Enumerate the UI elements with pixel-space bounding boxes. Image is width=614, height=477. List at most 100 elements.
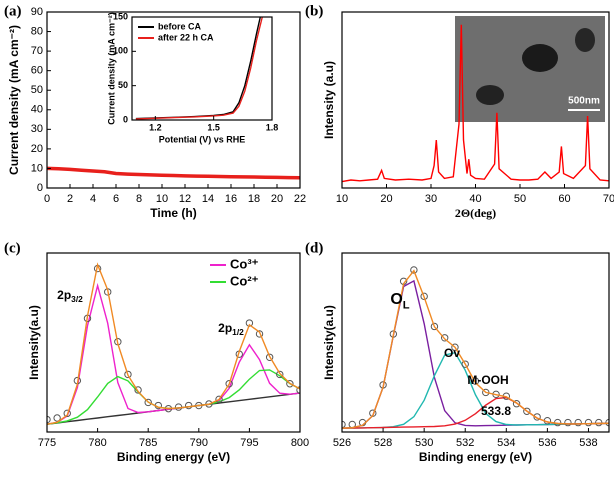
- y-tick-label: 80: [31, 25, 43, 37]
- x-tick-label: 536: [538, 437, 556, 449]
- x-tick-label: 10: [156, 193, 168, 205]
- series-group: [47, 166, 300, 180]
- x-tick-label: 18: [248, 193, 260, 205]
- x-axis-label: 2Θ(deg): [455, 206, 496, 220]
- data-point: [286, 380, 294, 388]
- sem-pore: [575, 28, 595, 52]
- x-tick-label: 12: [179, 193, 191, 205]
- data-line: [47, 262, 300, 425]
- annotation-text: Ov: [444, 346, 460, 360]
- x-tick-label: 530: [415, 437, 433, 449]
- x-tick-label: 785: [139, 437, 157, 449]
- data-point: [134, 386, 142, 394]
- data-point: [564, 418, 572, 427]
- x-tick-label: 0: [44, 193, 50, 205]
- y-tick-label: 0: [123, 114, 128, 124]
- y-tick-label: 150: [113, 11, 128, 21]
- x-tick-label: 1.5: [207, 122, 220, 132]
- y-tick-label: 0: [37, 182, 43, 194]
- x-tick-label: 60: [558, 193, 570, 205]
- x-axis-label: Binding energy (eV): [419, 450, 532, 464]
- series-group: [342, 266, 609, 429]
- series-group: [47, 262, 300, 425]
- data-line: [342, 269, 609, 429]
- annotation-subscript: L: [403, 300, 410, 312]
- legend-label: before CA: [158, 21, 202, 31]
- axes-frame: [341, 252, 610, 433]
- x-tick-label: 8: [136, 193, 142, 205]
- x-tick-label: 528: [374, 437, 392, 449]
- data-point: [184, 401, 193, 410]
- x-tick-label: 20: [271, 193, 283, 205]
- annotation-text: 2p: [57, 288, 71, 302]
- plot: [342, 266, 609, 429]
- annotation: M-OOH: [467, 373, 508, 387]
- annotation-text: M-OOH: [467, 373, 508, 387]
- x-tick-label: 40: [469, 193, 481, 205]
- x-tick-label: 790: [190, 437, 208, 449]
- plot: [47, 166, 300, 180]
- x-tick-label: 532: [456, 437, 474, 449]
- x-tick-label: 1.8: [266, 122, 279, 132]
- data-point: [63, 409, 71, 418]
- data-point: [584, 418, 593, 427]
- axes-frame: [46, 252, 301, 433]
- x-tick-label: 800: [291, 437, 309, 449]
- data-line: [47, 369, 300, 425]
- data-point: [440, 334, 449, 342]
- data-line: [47, 282, 300, 425]
- x-tick-label: 2: [67, 193, 73, 205]
- x-tick-label: 534: [497, 437, 515, 449]
- panel-label: (d): [305, 240, 323, 256]
- y-tick-label: 90: [31, 6, 43, 18]
- y-tick-label: 100: [113, 46, 128, 56]
- data-point: [215, 395, 223, 404]
- x-tick-label: 526: [333, 437, 351, 449]
- y-tick-label: 60: [31, 65, 43, 77]
- annotation: 2p1/2: [218, 321, 244, 337]
- data-point: [124, 370, 132, 379]
- data-point: [451, 343, 459, 351]
- axes-frame: [46, 11, 301, 189]
- y-tick-label: 10: [31, 162, 43, 174]
- panel-label: (a): [4, 3, 22, 19]
- annotation-subscript: 1/2: [232, 327, 244, 337]
- x-axis-label: Binding energy (eV): [117, 450, 230, 464]
- data-point: [533, 413, 541, 421]
- data-point: [523, 407, 531, 415]
- data-point: [461, 360, 469, 368]
- panel-label: (b): [305, 3, 323, 19]
- x-tick-label: 20: [380, 193, 392, 205]
- y-tick-label: 20: [31, 143, 43, 155]
- y-axis-label: Intensity(a.u): [322, 305, 336, 380]
- axes-frame: [131, 16, 273, 121]
- data-line: [342, 24, 609, 183]
- data-point: [420, 292, 428, 301]
- annotation: 2p3/2: [57, 288, 83, 304]
- legend-label: Co³⁺: [230, 256, 259, 271]
- x-axis-label: Time (h): [150, 206, 196, 220]
- data-line: [47, 166, 300, 180]
- plot: [135, 17, 263, 120]
- data-point: [512, 400, 521, 408]
- data-point: [225, 380, 233, 388]
- y-axis-label: Current density (mA cm⁻²): [7, 25, 21, 175]
- legend-label: after 22 h CA: [158, 32, 214, 42]
- data-point: [410, 266, 418, 274]
- sem-pore: [522, 44, 558, 72]
- annotation-text: 533.8: [481, 404, 511, 418]
- x-tick-label: 6: [113, 193, 119, 205]
- annotation-subscript: 3/2: [71, 294, 83, 304]
- plot: [342, 24, 609, 183]
- plot: [47, 262, 300, 425]
- x-tick-label: 22: [294, 193, 306, 205]
- x-tick-label: 780: [88, 437, 106, 449]
- data-point: [53, 414, 61, 422]
- data-point: [276, 370, 284, 379]
- x-tick-label: 10: [336, 193, 348, 205]
- y-axis-label: Intensity (a.u): [322, 61, 336, 139]
- y-tick-label: 40: [31, 104, 43, 116]
- y-tick-label: 50: [118, 80, 128, 90]
